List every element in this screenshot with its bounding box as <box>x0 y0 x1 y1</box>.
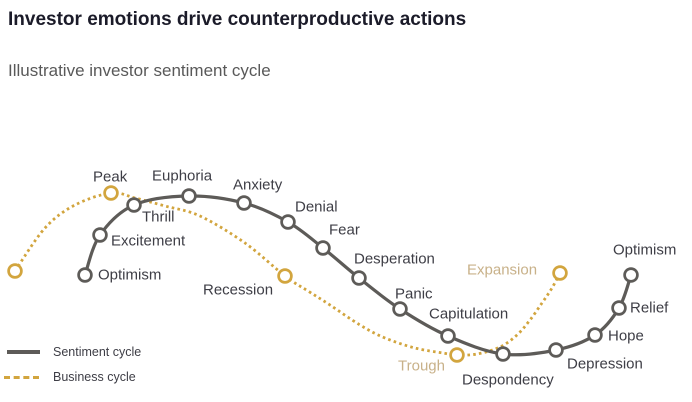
sentiment-cycle-marker-thrill <box>126 197 142 213</box>
sentiment-line-swatch <box>7 350 40 354</box>
sentiment-cycle-marker-optimism <box>623 267 639 283</box>
sentiment-cycle-marker-anxiety <box>236 195 252 211</box>
business-cycle-marker-start <box>7 263 23 279</box>
point-label-panic: Panic <box>395 285 433 303</box>
legend-item-business: Business cycle <box>4 370 136 384</box>
point-label-desperation: Desperation <box>354 250 435 268</box>
sentiment-cycle-marker-optimism <box>77 267 93 283</box>
business-line-swatch <box>4 375 39 379</box>
business-cycle-marker-expansion <box>552 265 568 281</box>
point-label-peak: Peak <box>93 168 128 186</box>
point-label-fear: Fear <box>329 221 360 239</box>
point-label-relief: Relief <box>630 299 669 317</box>
sentiment-cycle-marker-desperation <box>351 270 367 286</box>
point-label-recession: Recession <box>203 281 274 299</box>
point-label-expansion: Expansion <box>467 261 538 279</box>
point-label-depression: Depression <box>567 355 643 373</box>
sentiment-cycle-marker-depression <box>548 342 564 358</box>
point-label-excitement: Excitement <box>111 232 186 250</box>
business-cycle-marker-trough <box>449 347 465 363</box>
sentiment-cycle-marker-capitulation <box>440 328 456 344</box>
page-subtitle: Illustrative investor sentiment cycle <box>8 61 271 80</box>
point-label-hope: Hope <box>608 327 644 345</box>
point-label-thrill: Thrill <box>142 208 175 226</box>
sentiment-cycle-marker-euphoria <box>181 188 197 204</box>
point-label-trough: Trough <box>398 357 445 375</box>
sentiment-cycle-marker-fear <box>315 240 331 256</box>
sentiment-cycle-marker-hope <box>587 327 603 343</box>
legend-label-business: Business cycle <box>53 370 136 384</box>
legend-label-sentiment: Sentiment cycle <box>53 345 142 359</box>
business-cycle-marker-recession <box>277 268 293 284</box>
point-label-despondency: Despondency <box>462 371 554 389</box>
legend-item-sentiment: Sentiment cycle <box>7 345 141 359</box>
page-title: Investor emotions drive counterproductiv… <box>8 9 467 30</box>
business-cycle-line <box>13 191 562 357</box>
sentiment-cycle-marker-relief <box>611 300 627 316</box>
point-label-capitulation: Capitulation <box>429 305 509 323</box>
point-label-optimism: Optimism <box>98 266 162 284</box>
sentiment-cycle-marker-despondency <box>495 346 511 362</box>
business-cycle-marker-peak <box>103 185 119 201</box>
point-label-optimism: Optimism <box>613 241 677 259</box>
sentiment-cycle-marker-denial <box>280 214 296 230</box>
point-label-euphoria: Euphoria <box>152 167 213 185</box>
sentiment-cycle-marker-panic <box>392 301 408 317</box>
sentiment-cycle-marker-excitement <box>92 227 108 243</box>
point-label-anxiety: Anxiety <box>233 176 283 194</box>
point-label-denial: Denial <box>295 198 338 216</box>
